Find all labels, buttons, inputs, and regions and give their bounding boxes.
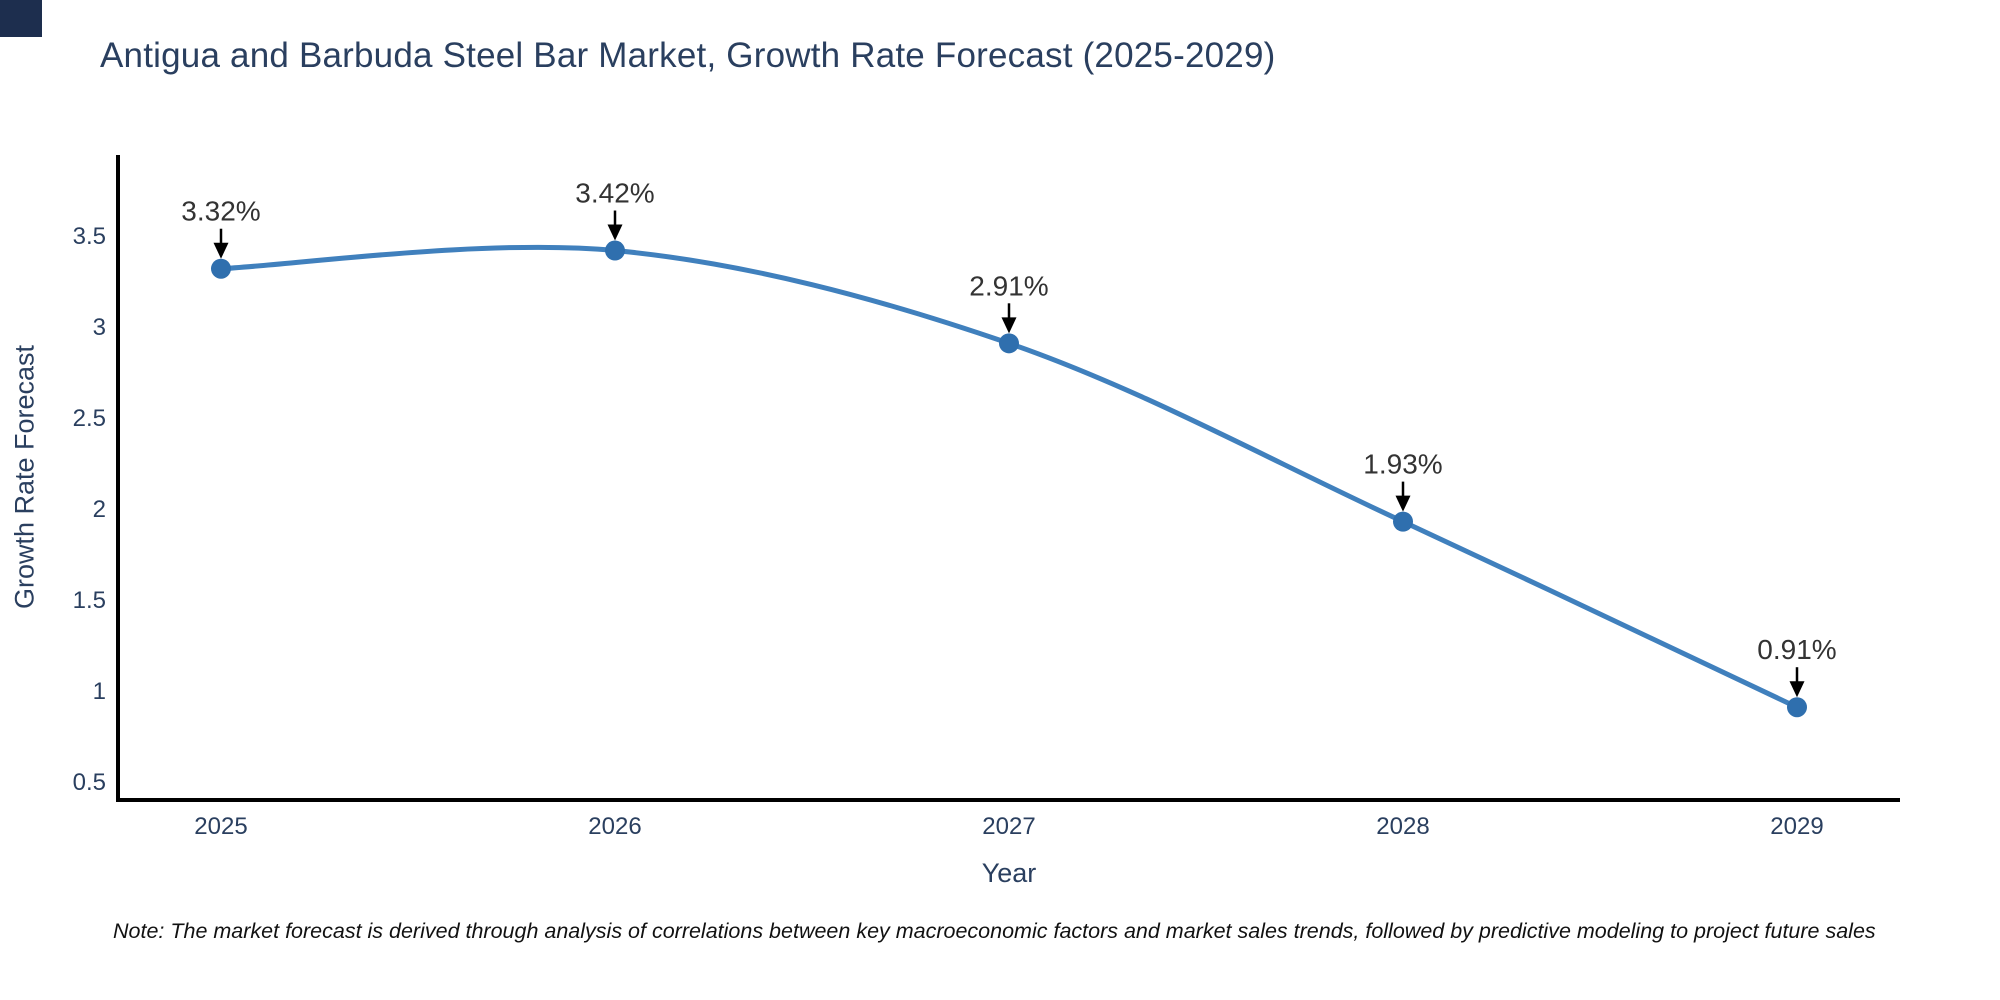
y-tick-label-2: 2: [93, 496, 106, 523]
annotation-arrow-head-2028: [1395, 495, 1411, 512]
x-tick-label-2028: 2028: [1376, 813, 1429, 840]
data-point-2029[interactable]: [1787, 697, 1807, 718]
y-tick-label-2.5: 2.5: [73, 405, 106, 432]
annotation-label-2029: 0.91%: [1757, 634, 1836, 665]
chart-title: Antigua and Barbuda Steel Bar Market, Gr…: [100, 36, 1276, 75]
x-tick-label-2027: 2027: [982, 813, 1035, 840]
y-tick-label-3.5: 3.5: [73, 223, 106, 250]
x-tick-label-2029: 2029: [1770, 813, 1823, 840]
annotation-arrow-head-2026: [607, 224, 623, 241]
data-point-2025[interactable]: [211, 258, 231, 279]
x-axis-title: Year: [981, 858, 1037, 888]
annotation-arrow-head-2029: [1789, 681, 1805, 698]
y-tick-label-1.5: 1.5: [73, 587, 106, 614]
footnote: Note: The market forecast is derived thr…: [113, 919, 1876, 943]
x-tick-label-2025: 2025: [194, 813, 247, 840]
y-axis-title: Growth Rate Forecast: [9, 344, 40, 610]
annotation-label-2028: 1.93%: [1363, 449, 1442, 480]
data-point-2027[interactable]: [999, 333, 1019, 354]
x-tick-label-2026: 2026: [588, 813, 641, 840]
data-point-2028[interactable]: [1393, 511, 1413, 532]
data-point-2026[interactable]: [605, 240, 625, 261]
y-tick-label-3: 3: [93, 314, 106, 341]
annotation-label-2025: 3.32%: [181, 196, 260, 227]
y-tick-label-0.5: 0.5: [73, 769, 106, 796]
annotation-label-2026: 3.42%: [575, 178, 654, 209]
annotation-label-2027: 2.91%: [969, 270, 1048, 301]
annotation-arrow-head-2025: [213, 242, 229, 259]
y-tick-label-1: 1: [93, 678, 106, 705]
annotation-arrow-head-2027: [1001, 317, 1017, 334]
corner-block: [0, 0, 42, 37]
